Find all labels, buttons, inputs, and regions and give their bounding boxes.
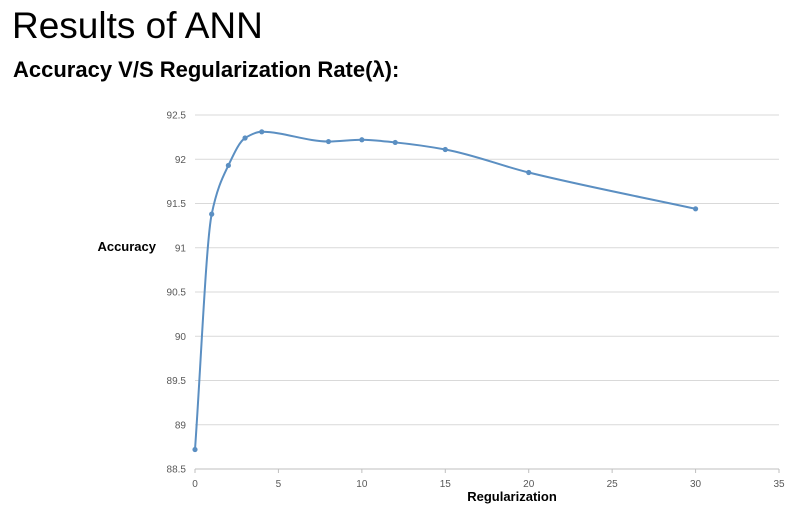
data-point	[242, 135, 248, 141]
x-tick-label: 25	[607, 479, 619, 490]
x-tick-label: 15	[440, 479, 452, 490]
data-point	[209, 211, 215, 217]
data-point	[526, 169, 532, 176]
y-tick-label: 92.5	[167, 111, 187, 122]
data-point	[259, 129, 265, 135]
data-point	[692, 206, 699, 212]
x-tick-label: 5	[276, 479, 282, 490]
data-point	[325, 138, 332, 145]
y-tick-label: 88.5	[167, 465, 187, 476]
data-point	[192, 446, 198, 453]
x-tick-label: 35	[773, 479, 785, 490]
y-tick-label: 90.5	[167, 288, 187, 299]
axes	[194, 468, 780, 473]
x-axis-title: Regularization	[467, 489, 557, 504]
x-tick-label: 0	[192, 479, 198, 490]
series-line	[194, 130, 697, 451]
data-point	[392, 139, 398, 146]
data-point	[442, 146, 448, 153]
x-tick-label: 30	[690, 479, 702, 490]
x-tick-label: 10	[356, 479, 368, 490]
slide-subtitle: Accuracy V/S Regularization Rate(λ):	[13, 57, 400, 82]
x-tick-label: 20	[523, 479, 535, 490]
tick-labels: 88.5 89 89.5 90 90.5 91 91.5 92 92.5 0 5 10 15 20 25 30…	[167, 111, 785, 491]
data-series	[192, 129, 699, 453]
data-point	[359, 137, 365, 143]
y-tick-label: 90	[175, 332, 187, 343]
gridlines	[195, 114, 779, 470]
y-axis-title: Accuracy	[97, 239, 156, 254]
y-tick-label: 91	[175, 243, 187, 254]
slide-title: Results of ANN	[12, 5, 263, 46]
y-tick-label: 89.5	[167, 376, 187, 387]
y-tick-label: 91.5	[167, 199, 187, 210]
data-point	[225, 162, 231, 169]
y-tick-label: 89	[175, 420, 187, 431]
y-tick-label: 92	[175, 155, 187, 166]
